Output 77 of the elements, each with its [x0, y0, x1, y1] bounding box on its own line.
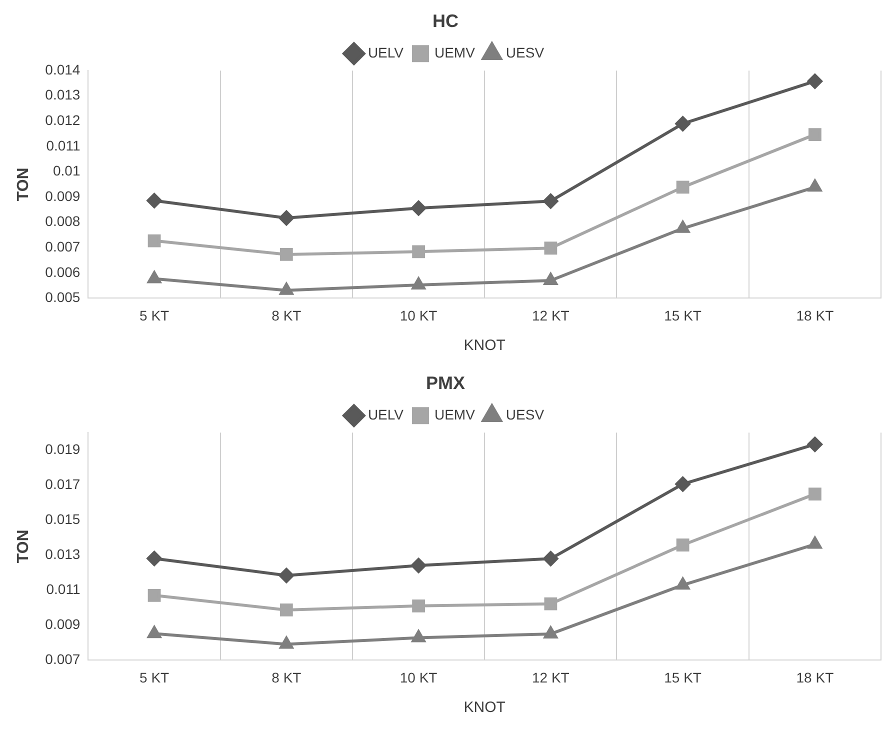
y-tick-label: 0.013: [45, 86, 80, 103]
legend-label: UELV: [368, 406, 404, 422]
y-tick-label: 0.011: [46, 581, 80, 598]
y-tick-label: 0.015: [45, 511, 80, 527]
point: [280, 248, 293, 261]
y-tick-label: 0.007: [45, 238, 80, 254]
y-tick-label: 0.017: [45, 476, 80, 492]
x-tick-label: 18 KT: [796, 669, 834, 686]
x-axis-title: KNOT: [464, 699, 506, 716]
point: [411, 558, 426, 573]
x-tick-label: 8 KT: [272, 307, 302, 324]
point: [544, 597, 558, 610]
point: [675, 476, 690, 492]
y-tick-label: 0.019: [45, 440, 80, 457]
legend-label: UEMV: [434, 406, 476, 422]
y-axis-title: TON: [15, 168, 32, 202]
point: [411, 200, 426, 216]
y-tick-label: 0.009: [45, 616, 80, 632]
x-tick-label: 15 KT: [664, 307, 702, 324]
x-tick-label: 8 KT: [272, 669, 302, 686]
y-tick-label: 0.013: [45, 546, 80, 562]
point: [412, 278, 426, 290]
point: [280, 604, 293, 616]
point: [148, 588, 161, 602]
point: [676, 538, 690, 552]
point: [278, 210, 294, 226]
y-tick-label: 0.011: [46, 137, 80, 154]
legend-label: UEMV: [434, 44, 476, 60]
point: [278, 568, 294, 583]
y-tick-label: 0.008: [45, 213, 80, 230]
point: [544, 626, 558, 638]
y-tick-label: 0.01: [52, 162, 80, 179]
point: [808, 536, 822, 549]
point: [676, 180, 690, 194]
point: [148, 234, 161, 248]
point: [280, 282, 294, 295]
y-tick-label: 0.014: [45, 61, 80, 78]
legend-label: UELV: [368, 44, 404, 60]
x-tick-label: 15 KT: [664, 669, 702, 686]
x-axis-title: KNOT: [464, 337, 506, 354]
point: [148, 271, 161, 284]
chart-title: HC: [432, 10, 458, 31]
point: [676, 220, 690, 233]
point: [807, 74, 822, 89]
point: [808, 180, 822, 192]
point: [543, 194, 558, 209]
y-tick-label: 0.007: [45, 651, 80, 668]
y-tick-label: 0.006: [45, 264, 80, 280]
chart-title: PMX: [426, 372, 466, 393]
x-tick-label: 18 KT: [796, 307, 834, 324]
point: [412, 245, 426, 258]
x-tick-label: 5 KT: [140, 307, 170, 324]
point: [808, 488, 822, 500]
legend-label: UESV: [506, 44, 545, 60]
point: [676, 578, 690, 590]
x-tick-label: 10 KT: [400, 669, 438, 686]
y-tick-label: 0.009: [45, 188, 80, 204]
y-axis-title: TON: [15, 530, 32, 564]
x-tick-label: 10 KT: [400, 307, 438, 324]
point: [544, 242, 558, 255]
x-tick-label: 12 KT: [532, 669, 570, 686]
point: [412, 599, 426, 612]
x-tick-label: 5 KT: [140, 669, 170, 686]
point: [146, 550, 162, 566]
point: [544, 273, 558, 285]
x-tick-label: 12 KT: [532, 307, 570, 324]
point: [675, 116, 690, 132]
point: [148, 626, 161, 638]
point: [146, 193, 162, 208]
point: [543, 551, 558, 566]
y-tick-label: 0.012: [45, 112, 80, 128]
y-tick-label: 0.005: [45, 289, 80, 306]
point: [808, 128, 822, 142]
point: [412, 630, 426, 642]
point: [807, 436, 822, 452]
point: [280, 636, 294, 649]
legend-label: UESV: [506, 406, 545, 422]
